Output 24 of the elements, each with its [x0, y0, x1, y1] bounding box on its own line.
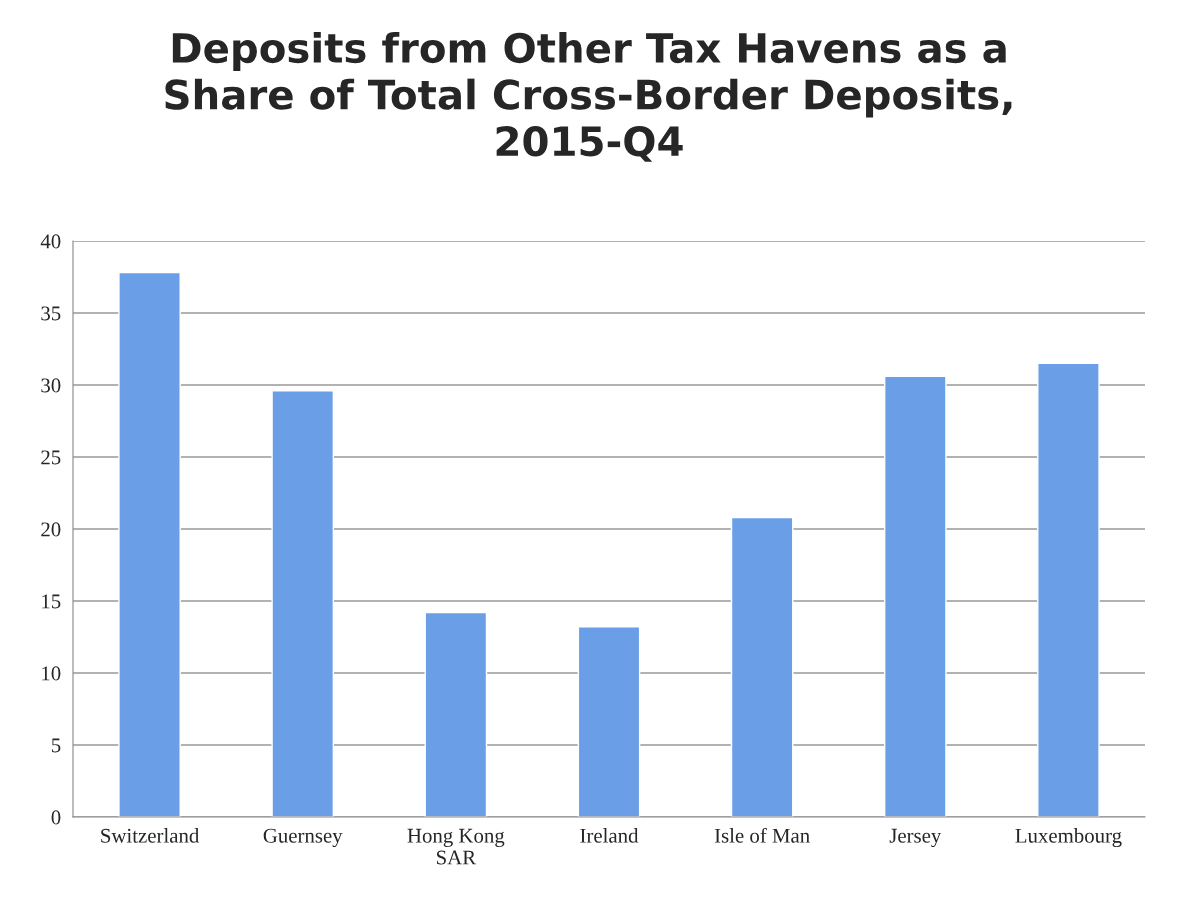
x-tick-label: Switzerland	[101, 828, 200, 843]
x-tick-label: Jersey	[889, 828, 942, 847]
chart-title: Deposits from Other Tax Havens as a Share of Total Cross-Border Deposits, 2015-Q4	[165, 32, 1012, 162]
y-tick-label: 40	[40, 234, 61, 249]
bar	[730, 516, 794, 817]
x-tick-label: Luxembourg	[1015, 828, 1122, 848]
y-tick-label: 20	[41, 522, 61, 537]
x-tick-label: Hong Kong SAR	[407, 828, 505, 865]
bar	[1037, 362, 1100, 817]
y-tick-label: 0	[51, 810, 61, 825]
bar	[271, 390, 335, 817]
y-tick-label: 5	[51, 738, 61, 753]
x-tick-label: Isle of Man	[714, 827, 810, 843]
bar	[424, 611, 488, 817]
y-tick-label: 30	[41, 378, 61, 393]
x-tick-label: Guernsey	[263, 828, 343, 847]
y-tick-label: 10	[42, 666, 61, 681]
bar	[883, 375, 947, 817]
x-tick-label: Ireland	[580, 828, 639, 843]
y-tick-label: 25	[41, 450, 61, 465]
bar	[118, 271, 181, 817]
bar	[577, 626, 641, 817]
y-tick-label: 15	[42, 594, 61, 609]
y-tick-label: 35	[41, 306, 61, 321]
